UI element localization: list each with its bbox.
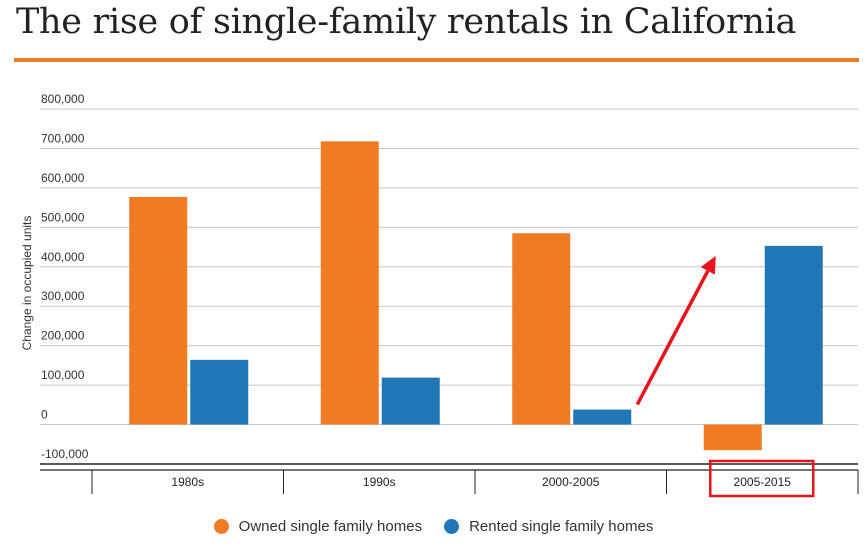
y-axis-label: Change in occupied units <box>20 216 34 351</box>
legend-label-owned: Owned single family homes <box>238 518 423 535</box>
legend-item-owned: Owned single family homes <box>213 518 423 535</box>
trend-arrow-head <box>700 255 716 275</box>
title-underline <box>14 58 859 62</box>
x-tick-label: 2000-2005 <box>542 475 600 489</box>
bar-rented-1980s <box>190 359 249 425</box>
trend-arrow-line <box>635 270 710 406</box>
legend: Owned single family homes Rented single … <box>0 518 867 535</box>
bar-rented-1990s <box>381 377 440 425</box>
y-tick-label: 400,000 <box>41 250 85 264</box>
highlight-box <box>709 459 815 498</box>
bars <box>129 141 823 451</box>
legend-swatch-rented <box>444 519 460 534</box>
bar-owned-1980s <box>129 196 188 425</box>
y-tick-labels: -100,000 0 100,000 200,000 300,000 400,000 500… <box>41 92 89 461</box>
y-tick-label: 0 <box>41 408 48 422</box>
legend-swatch-owned <box>213 519 229 534</box>
legend-label-rented: Rented single family homes <box>469 518 654 535</box>
y-tick-label: 300,000 <box>41 289 85 303</box>
y-tick-label: 100,000 <box>41 368 85 382</box>
x-tick-label: 1980s <box>171 475 204 489</box>
x-tick-label: 2005-2015 <box>734 475 792 489</box>
bar-chart: -100,000 0 100,000 200,000 300,000 400,000 500… <box>20 92 859 498</box>
bar-owned-2000-2005 <box>512 233 571 425</box>
y-tick-label: 600,000 <box>41 171 85 185</box>
bar-rented-2005-2015 <box>764 245 823 425</box>
y-tick-label: -100,000 <box>41 447 89 461</box>
annotations <box>635 255 815 498</box>
bar-owned-2005-2015 <box>703 424 762 451</box>
x-tick-label: 1990s <box>363 475 396 489</box>
bar-rented-2000-2005 <box>573 409 632 425</box>
y-tick-label: 500,000 <box>41 210 85 224</box>
y-tick-label: 200,000 <box>41 329 85 343</box>
legend-item-rented: Rented single family homes <box>444 518 653 535</box>
bar-owned-1990s <box>320 141 379 425</box>
chart-title: The rise of single-family rentals in Cal… <box>16 2 797 42</box>
y-tick-label: 700,000 <box>41 131 85 145</box>
x-axis: 1980s 1990s 2000-2005 2005-2015 <box>40 469 859 494</box>
y-tick-label: 800,000 <box>41 92 85 106</box>
